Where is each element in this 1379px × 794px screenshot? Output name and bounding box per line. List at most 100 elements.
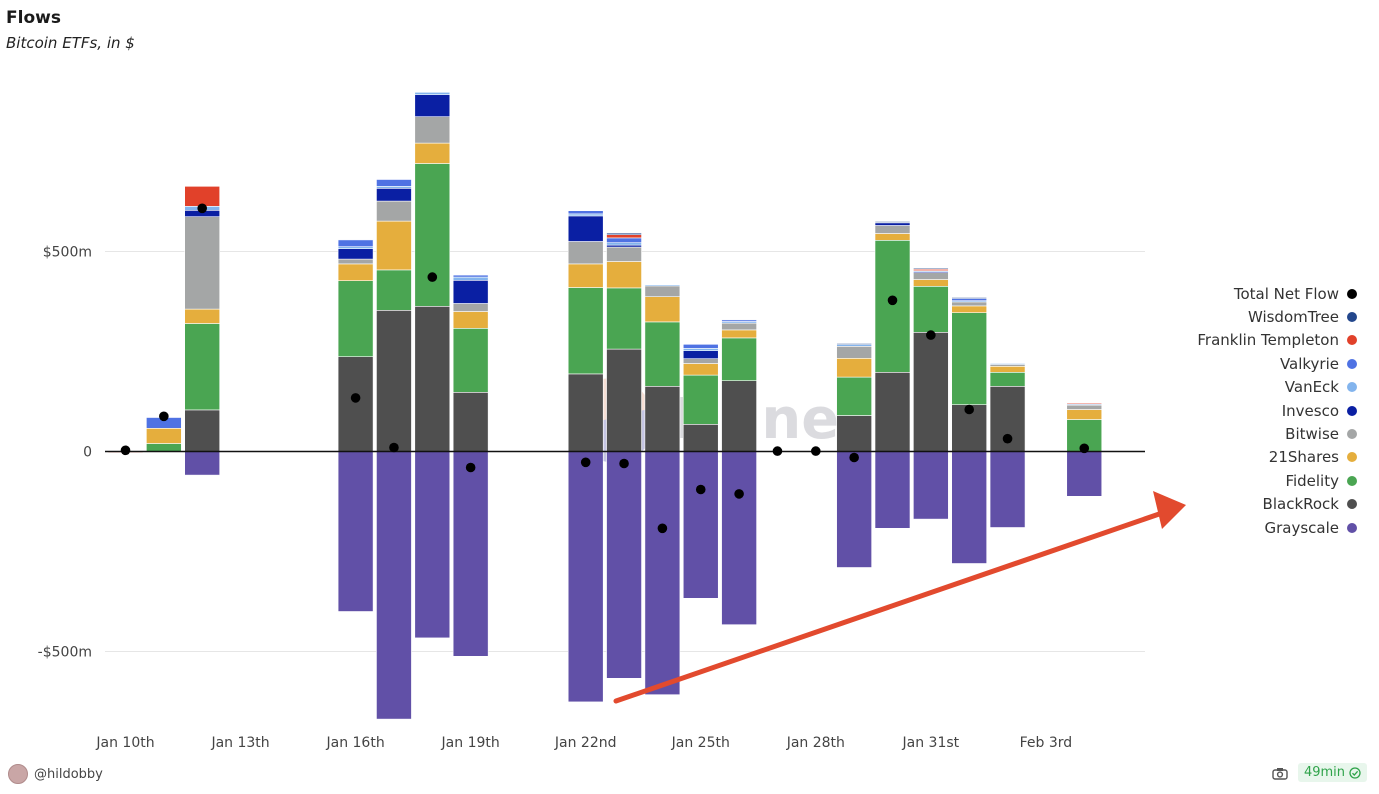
x-tick-label: Jan 19th (441, 735, 500, 751)
legend-swatch (1347, 429, 1357, 440)
bar-segment-wisdomtree (874, 221, 911, 223)
bar-segment-valkyrie (452, 274, 489, 278)
legend-item[interactable]: Franklin Templeton (1197, 329, 1357, 352)
author-handle[interactable]: @hildobby (34, 766, 103, 782)
bar-segment-21shares (682, 363, 719, 376)
legend-item[interactable]: Fidelity (1197, 469, 1357, 492)
bar-segment-franklin-templeton (1066, 402, 1103, 405)
bar-segment-bitwise (452, 303, 489, 312)
legend-swatch (1347, 312, 1357, 323)
chart-title: Flows (6, 8, 61, 28)
bar-segment-grayscale (567, 451, 604, 703)
footer-tools: 49min (1272, 763, 1367, 782)
bar-segment-grayscale (452, 451, 489, 657)
bar-segment-blackrock (376, 309, 412, 452)
legend-swatch (1347, 335, 1357, 346)
bar-segment-fidelity (874, 240, 911, 373)
legend: Total Net Flow WisdomTree Franklin Templet… (1197, 282, 1357, 539)
bar-segment-21shares (874, 233, 911, 241)
bar-segment-21shares (146, 427, 182, 444)
total-net-flow-points (120, 203, 1090, 534)
bar-segment-21shares (836, 357, 872, 378)
legend-item[interactable]: 21Shares (1197, 446, 1357, 469)
net-flow-point (197, 203, 207, 214)
legend-item[interactable]: VanEck (1197, 376, 1357, 399)
legend-item[interactable]: Total Net Flow (1197, 282, 1357, 305)
bar-segment-grayscale (337, 451, 374, 612)
legend-label: Valkyrie (1279, 354, 1339, 373)
bar-segment-grayscale (606, 451, 642, 679)
bar-segment-fidelity (989, 371, 1026, 387)
bar-segment-grayscale (951, 451, 988, 564)
legend-item[interactable]: Bitwise (1197, 422, 1357, 445)
bar-segment-bitwise (376, 200, 412, 222)
legend-swatch (1347, 522, 1357, 533)
legend-label: 21Shares (1268, 448, 1339, 467)
legend-swatch (1347, 288, 1357, 299)
author-credit[interactable]: @hildobby (8, 764, 103, 784)
camera-icon[interactable] (1272, 767, 1288, 780)
bar-segment-fidelity (146, 443, 182, 452)
net-flow-point (887, 295, 898, 306)
bar-segment-wisdomtree (951, 297, 988, 299)
x-tick-label: Jan 16th (325, 735, 384, 751)
net-flow-point (849, 452, 859, 463)
bar-segment-blackrock (836, 415, 872, 452)
net-flow-point (811, 446, 821, 456)
bar-segment-21shares (913, 279, 949, 287)
legend-item[interactable]: Valkyrie (1197, 352, 1357, 375)
bar-segment-21shares (606, 261, 642, 289)
y-tick-label: -$500m (38, 645, 92, 661)
x-tick-label: Jan 28th (786, 735, 845, 751)
avatar (8, 764, 28, 784)
bar-segment-fidelity (452, 327, 489, 393)
bar-segment-invesco (414, 94, 451, 117)
bar-segment-bitwise (184, 216, 220, 310)
bar-segment-invesco (376, 188, 412, 202)
bar-segment-21shares (644, 296, 681, 323)
legend-swatch (1347, 452, 1357, 463)
bar-segment-blackrock (567, 373, 604, 452)
bar-segment-fidelity (644, 321, 681, 387)
x-tick-label: Jan 10th (95, 735, 154, 751)
x-tick-label: Feb 3rd (1020, 735, 1073, 751)
bar-segment-blackrock (184, 409, 220, 452)
legend-item[interactable]: WisdomTree (1197, 305, 1357, 328)
bar-segment-invesco (337, 248, 374, 260)
net-flow-point (1079, 443, 1090, 454)
bar-segment-fidelity (951, 312, 988, 406)
bar-segment-valkyrie (337, 239, 374, 247)
bar-segment-valkyrie (606, 237, 642, 243)
bar-segment-fidelity (567, 287, 604, 375)
net-flow-point (657, 523, 668, 534)
bar-segment-fidelity (337, 280, 374, 358)
bar-segment-fidelity (184, 323, 220, 411)
bar-segment-bitwise (951, 301, 988, 307)
freshness-text: 49min (1303, 765, 1345, 780)
bar-segment-wisdomtree (606, 232, 642, 236)
bar-segment-vaneck (989, 363, 1026, 365)
bar-segment-fidelity (606, 287, 642, 350)
legend-label: Bitwise (1285, 425, 1339, 444)
legend-label: Franklin Templeton (1197, 331, 1339, 350)
legend-swatch (1347, 475, 1357, 486)
net-flow-point (350, 393, 361, 403)
bar-segment-21shares (184, 308, 220, 324)
bar-segment-blackrock (414, 305, 451, 452)
net-flow-point (964, 404, 974, 415)
y-axis-labels: $500m 0 -$500m (38, 245, 92, 661)
legend-label: Fidelity (1285, 471, 1339, 490)
legend-item[interactable]: BlackRock (1197, 493, 1357, 516)
bar-segment-blackrock (874, 371, 911, 452)
bar-segment-vaneck (606, 242, 642, 246)
bar-segment-grayscale (184, 451, 220, 476)
bar-segment-vaneck (644, 284, 681, 287)
legend-swatch (1347, 405, 1357, 416)
x-tick-label: Jan 25th (671, 735, 730, 751)
legend-item[interactable]: Grayscale (1197, 516, 1357, 539)
bar-segment-grayscale (874, 451, 911, 529)
legend-item[interactable]: Invesco (1197, 399, 1357, 422)
bar-segment-blackrock (337, 356, 374, 452)
bar-segment-vaneck (337, 246, 374, 249)
net-flow-point (465, 462, 476, 473)
